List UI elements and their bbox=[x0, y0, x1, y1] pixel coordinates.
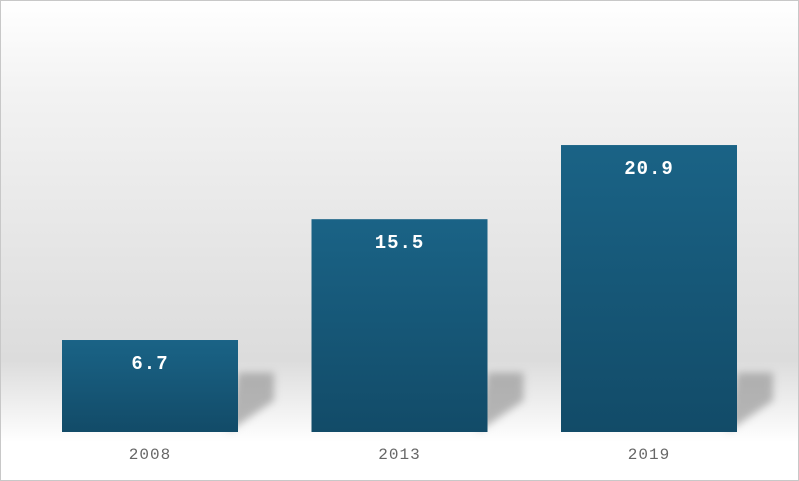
bar-shadow bbox=[477, 372, 524, 432]
x-tick-label: 2019 bbox=[628, 446, 670, 464]
bar bbox=[311, 219, 488, 432]
value-label: 20.9 bbox=[624, 158, 674, 180]
bar-shadow bbox=[228, 372, 274, 432]
bar bbox=[62, 340, 238, 432]
x-tick-label: 2008 bbox=[129, 446, 171, 464]
bar bbox=[561, 145, 737, 432]
bar-shadow bbox=[727, 372, 773, 432]
x-tick-label: 2013 bbox=[378, 446, 420, 464]
value-label: 15.5 bbox=[375, 232, 425, 254]
value-label: 6.7 bbox=[131, 353, 168, 375]
